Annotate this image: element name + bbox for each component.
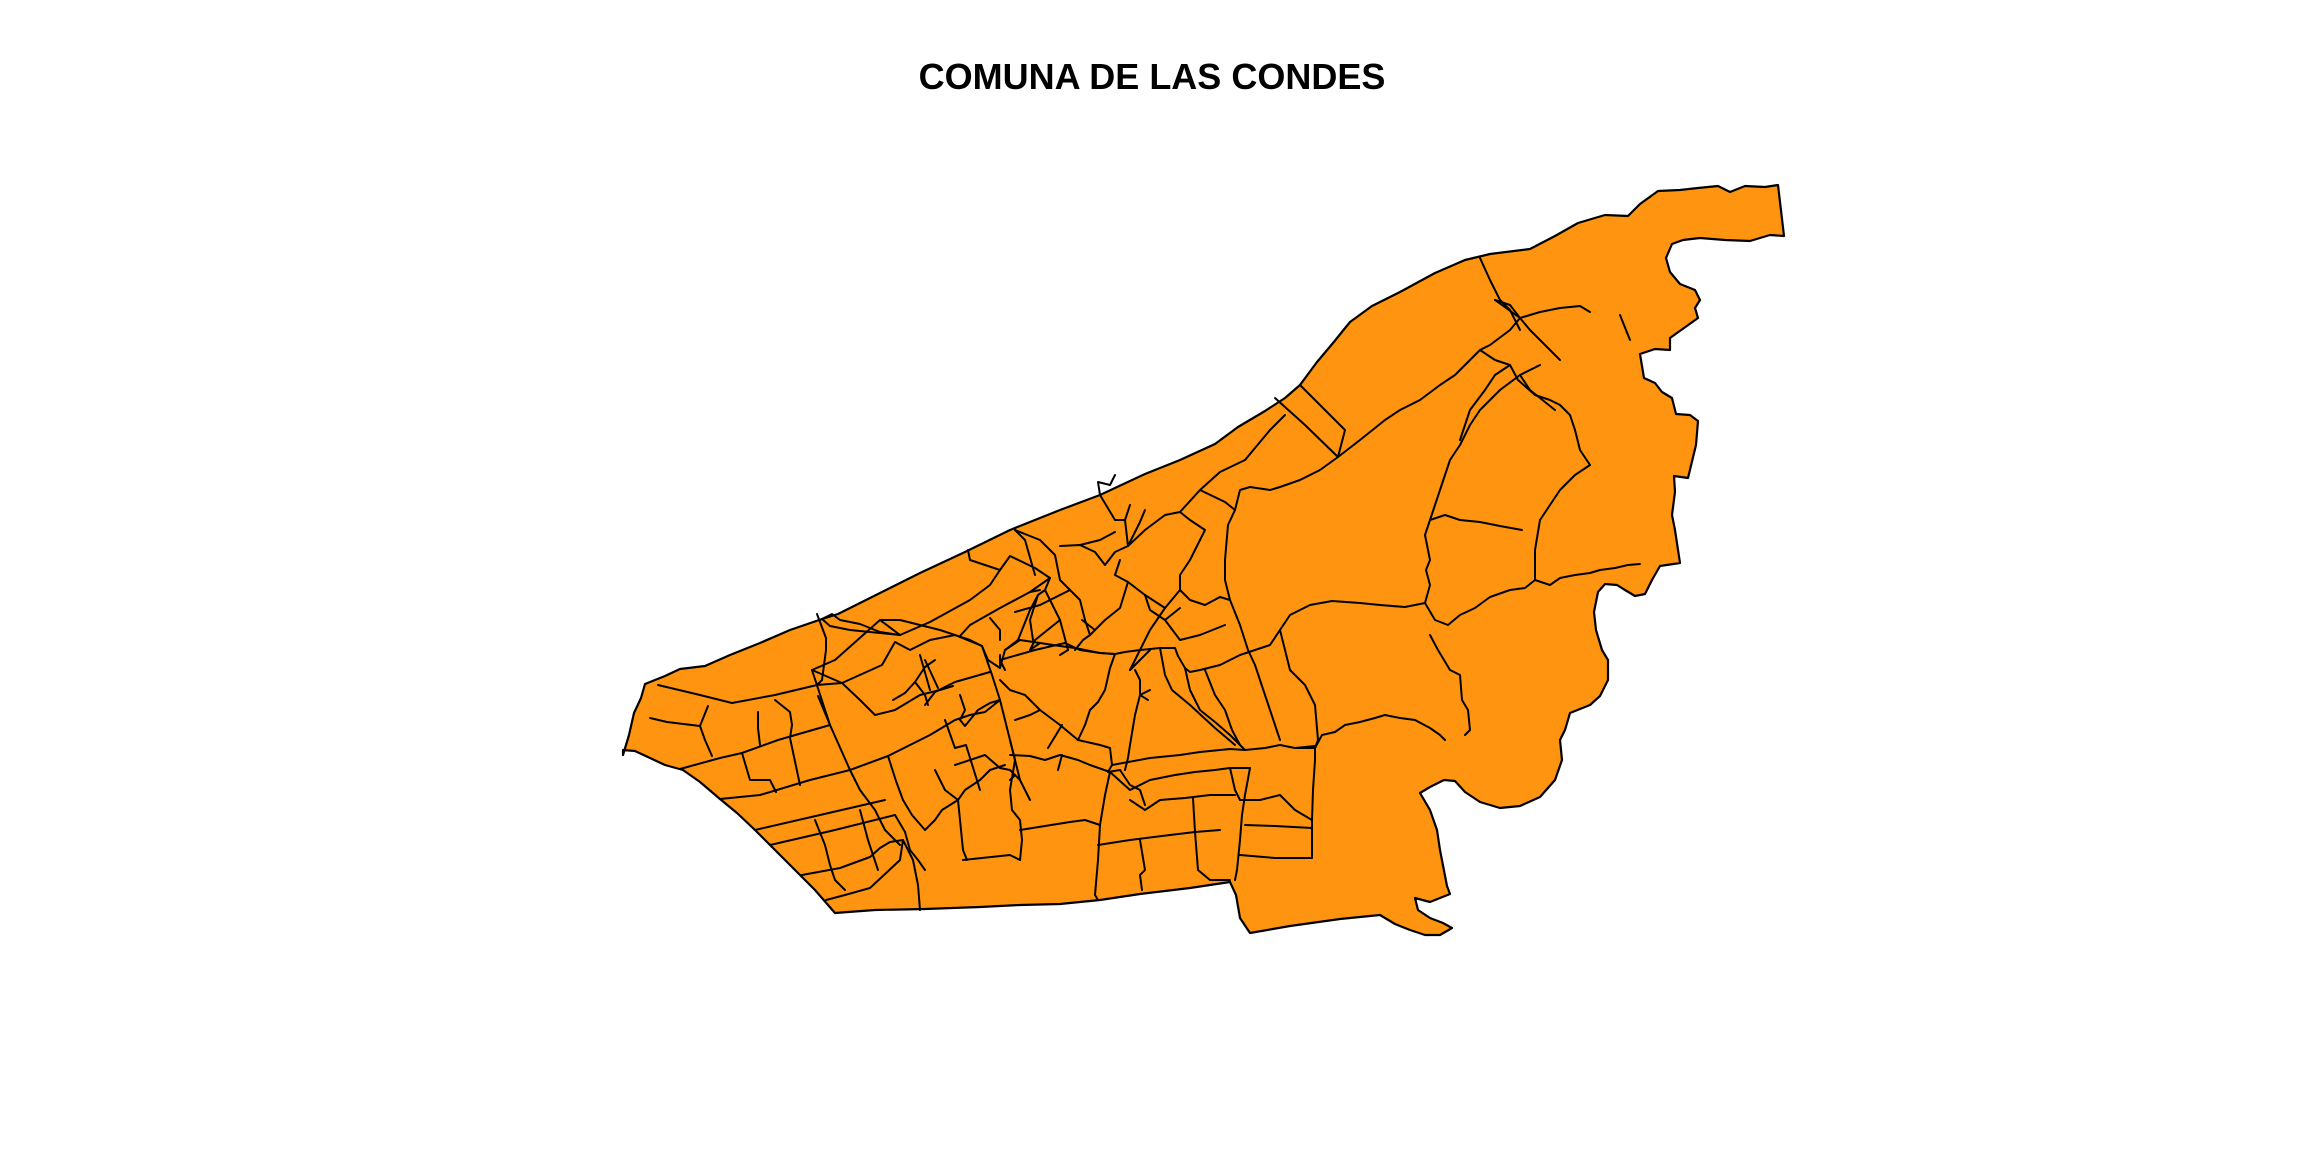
district-boundaries: [649, 257, 1641, 911]
map-title: COMUNA DE LAS CONDES: [918, 56, 1386, 97]
commune-boundary: [621, 183, 1786, 937]
